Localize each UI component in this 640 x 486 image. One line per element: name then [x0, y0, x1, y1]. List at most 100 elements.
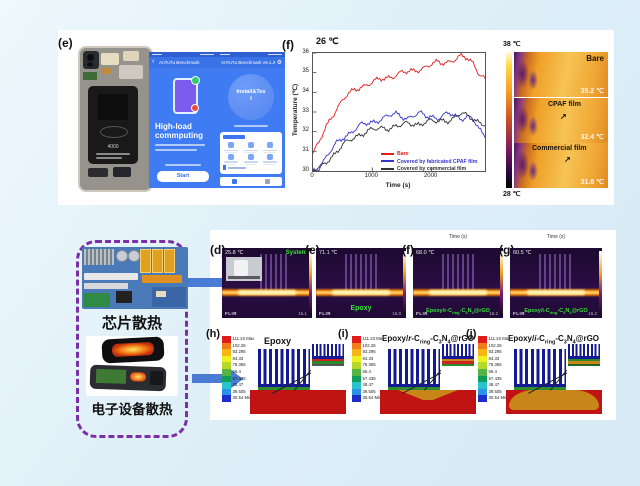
ir-panel-i-composite: 60.5 ℃ Epoxy/i-Cring-C3N4@rGO FLIR 16.2 — [510, 248, 602, 318]
spot-temp: 68.0 ℃ — [416, 250, 435, 256]
scale-row: 57.435 — [352, 375, 384, 383]
scale-row: 93.295 — [478, 349, 510, 356]
interface-inset — [312, 344, 344, 368]
thermal-colorbar — [506, 52, 512, 188]
benchmark-screenshot-2: AnTuTu Benchmark v9.1.2 ⚙ Install&Tes t — [217, 52, 285, 188]
panel-label-f2: (f) — [402, 243, 414, 257]
feature-icon — [267, 142, 274, 148]
time-axis-label-f: Time (s) — [448, 234, 468, 240]
feature-icon — [247, 142, 254, 148]
scale-row: 75.365 — [352, 362, 384, 369]
scale-row: 75.365 — [478, 362, 510, 369]
circle-text-2: t — [250, 95, 252, 102]
arrow-to-chip-panels — [188, 272, 239, 293]
scale-row: 30.54 Min — [222, 395, 254, 402]
scale-row: 84.33 — [352, 355, 384, 363]
legend-line — [381, 160, 394, 163]
device-cooling-label: 电子设备散热 — [91, 402, 173, 418]
y-tick-label: 33 — [302, 107, 309, 114]
y-tick-label: 32 — [302, 127, 309, 134]
more-line — [228, 166, 246, 169]
temp-scale: 111.23 Max 102.26 93.295 84.33 75.365 66.4 57.… — [352, 336, 384, 402]
temp-scale: 111.23 Max 102.26 93.295 84.33 75.365 66.4 57.… — [478, 336, 510, 402]
camera-module — [83, 51, 99, 69]
scale-min-value: 16.0 — [392, 311, 401, 316]
copper-pad — [101, 68, 111, 74]
scale-row: 75.365 — [222, 362, 254, 369]
feature-cell — [261, 141, 280, 154]
sim-panel-r-composite: 111.23 Max 102.26 93.295 84.33 75.365 66.4 57.… — [352, 334, 478, 418]
heat-spread — [509, 390, 599, 410]
status-bar — [149, 52, 217, 57]
spot-temp: 25.8 ℃ — [225, 250, 244, 256]
feature-cell — [222, 141, 241, 154]
x-tick-label: 0 — [310, 173, 314, 179]
thermal-image-cpaf: CPAF film ↗ 32.4 ℃ — [514, 97, 608, 143]
ir-panel-r-composite: 68.0 ℃ Epoxy/r-Cring-C3N4@rGO FLIR 16.2 — [413, 248, 503, 318]
legend-label: Covered by commercial film — [397, 165, 467, 172]
app-header: AnTuTu Benchmark v9.1.2 ⚙ — [217, 57, 285, 68]
x-axis-label: Time (s) — [385, 182, 411, 189]
flir-logo: FLIR — [319, 311, 331, 316]
annotation-arrow-icon: ↗ — [564, 155, 571, 164]
highload-title: High-load commputing — [155, 122, 203, 140]
sim-panel-i-composite: 111.23 Max 102.26 93.295 84.33 75.365 66.4 57.… — [478, 334, 604, 418]
device-thermal-photo — [86, 336, 178, 396]
scale-row: 102.26 — [222, 342, 254, 350]
scale-row: 102.26 — [352, 342, 384, 350]
legend-label: Bare — [397, 150, 409, 157]
feature-icon — [228, 142, 234, 148]
scale-row: 39.505 — [222, 388, 254, 396]
panel-label-d: (d) — [210, 243, 226, 257]
feature-cell — [242, 153, 261, 165]
panel-label-h: (h) — [206, 328, 221, 340]
app-header: ‹ AnTuTu Benchmark — [149, 57, 217, 68]
scale-row: 66.4 — [222, 368, 254, 376]
y-tick-label: 36 — [302, 48, 309, 55]
ir-label: Epoxy — [350, 305, 372, 312]
scale-row: 57.435 — [222, 375, 254, 383]
connector-pad — [101, 53, 119, 65]
more-marker — [223, 165, 226, 170]
sticker — [119, 65, 143, 79]
check-badge-icon — [191, 76, 200, 85]
panel-label-j: (j) — [466, 328, 477, 340]
colorbar-max-label: 38 ℃ — [503, 41, 521, 48]
alert-badge-icon — [191, 104, 199, 112]
phone-teardown-photo: 4000 — [78, 46, 153, 192]
scale-row: 111.23 Max — [222, 336, 254, 343]
ir-label: System — [285, 250, 307, 256]
chip-cooling-label: 芯片散热 — [101, 314, 162, 332]
y-tick-label: 30 — [302, 166, 309, 173]
scale-row: 66.4 — [478, 368, 510, 376]
connector-pad — [123, 51, 139, 61]
feature-cell — [242, 141, 261, 154]
benchmark-screenshot-1: ‹ AnTuTu Benchmark High-load commputing … — [149, 52, 217, 188]
tab-icon-inactive — [265, 179, 270, 184]
scale-row: 48.47 — [352, 382, 384, 389]
scale-row: 48.47 — [222, 382, 254, 389]
series-line-2 — [313, 111, 485, 171]
panel-label-f: (f) — [282, 38, 294, 52]
ir-panel-epoxy: 71.1 ℃ Epoxy FLIR 16.0 — [316, 248, 406, 318]
app-title: AnTuTu Benchmark — [159, 60, 200, 65]
feature-icon — [228, 153, 234, 160]
temp-scale: 111.23 Max 102.26 93.295 84.33 75.365 66.4 57.… — [222, 336, 254, 402]
sim-title: Epoxy/r-Cring-C3N4@rGO — [382, 334, 474, 346]
pcb-fragment — [83, 72, 97, 80]
x-tick-label: 2000 — [423, 173, 438, 179]
scale-min-value: 15.1 — [298, 311, 307, 316]
spot-temp: 60.5 ℃ — [513, 250, 532, 256]
y-tick-label: 35 — [302, 68, 309, 75]
scale-row: 39.505 — [478, 388, 510, 396]
sim-panel-epoxy: 111.23 Max 102.26 93.295 84.33 75.365 66.4 57.… — [222, 334, 352, 418]
series-line-1 — [313, 110, 485, 171]
interface-inset — [442, 344, 474, 368]
feature-cell — [222, 153, 241, 165]
scale-row: 66.4 — [352, 368, 384, 376]
scale-row: 111.23 Max — [478, 336, 510, 343]
time-axis-label-g: Time (s) — [546, 234, 566, 240]
colorbar-min-label: 28 ℃ — [503, 191, 521, 198]
scale-row: 48.47 — [478, 382, 510, 389]
scale-min-value: 16.2 — [489, 311, 498, 316]
